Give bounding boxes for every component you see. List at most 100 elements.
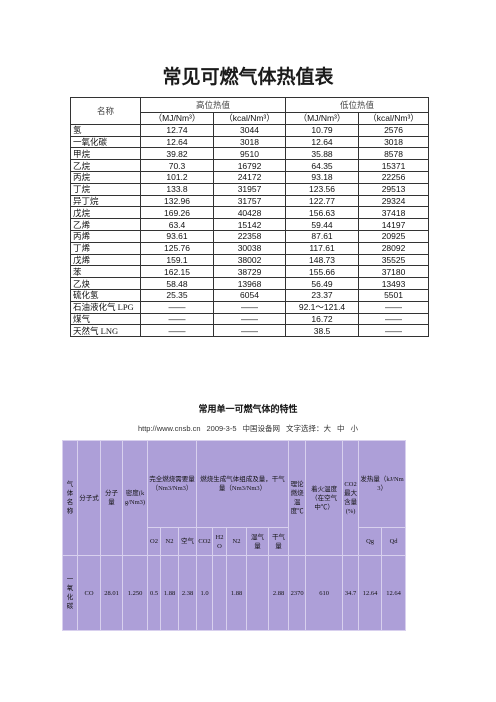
value-cell: 156.63 [285,206,360,220]
data-row: 氢 12.74 3044 10.79 2576 [70,123,430,137]
gas-property-table: 气体名称 分子式 分子量 密度(kg/Nm3) 完全燃烧需要量（Nm3/Nm3） 燃烧生成… [62,440,407,631]
value-cell: 133.8 [140,182,214,196]
subheader-cell: N2 [226,527,248,556]
font-size-option[interactable]: 中 [337,424,345,433]
value-cell: 117.61 [285,241,360,255]
value-cell: 9510 [212,147,287,161]
value-cell: —— [212,324,287,338]
name-cell: 苯 [70,265,141,279]
value-cell: 58.48 [140,277,214,290]
value-cell: 122.77 [285,194,360,208]
subheader-cell: H2O [212,527,228,556]
value-cell: 37418 [358,206,430,220]
name-cell: 丁烯 [70,241,141,255]
value-cell: 1.88 [226,555,248,631]
value-cell: 1.0 [196,555,214,631]
value-cell: 38729 [212,265,287,279]
value-cell [246,555,270,631]
value-cell: 6054 [212,288,287,302]
value-cell: 93.18 [285,170,360,184]
name-cell: 氢 [70,123,141,137]
meta-item: 2009-3-5 [206,424,237,433]
value-cell: 12.64 [285,135,360,149]
meta-item: 文字选择：大 [286,424,332,433]
value-cell: 24172 [212,170,287,184]
header-cell: 分子式 [77,440,101,556]
name-cell: 一氧化碳 [70,135,141,149]
value-cell: 169.26 [140,206,214,220]
value-cell: 3018 [358,135,430,149]
header-cell: 名称 [70,97,141,125]
value-cell: 16.72 [285,312,360,326]
value-cell: 8578 [358,147,430,161]
value-cell: 38002 [212,253,287,267]
name-cell: 石油液化气 LPG [70,300,141,314]
value-cell: 132.96 [140,194,214,208]
value-cell: 125.76 [140,241,214,255]
data-row: 丙烯 93.61 22358 87.61 20925 [70,229,430,243]
name-cell: 煤气 [70,312,141,326]
value-cell: 12.74 [140,123,214,137]
header-cell: 分子量 [100,440,123,556]
data-row: 乙烯 63.4 15142 59.44 14197 [70,218,430,231]
value-cell: 64.35 [285,159,360,172]
meta-item: 中国设备网 [242,424,281,433]
document-title: 常见可燃气体热值表 [162,66,334,88]
header-cell: 低位热值 [285,97,430,113]
subheader-cell: 湿气量 [246,527,270,556]
value-cell: 40428 [212,206,287,220]
data-row: 异丁烷 132.96 31757 122.77 29324 [70,194,430,208]
value-cell: 123.56 [285,182,360,196]
name-cell: 丙烷 [70,170,141,184]
name-cell: 天然气 LNG [70,324,141,338]
name-cell: 丙烯 [70,229,141,243]
value-cell: 34.7 [342,555,360,631]
value-cell: 22256 [358,170,430,184]
value-cell [212,555,228,631]
subheader-cell: 空气 [177,527,198,556]
data-row: 一氧化碳 12.64 3018 12.64 3018 [70,135,430,149]
data-row: 煤气 —— —— 16.72 —— [70,312,430,326]
value-cell: 12.64 [358,555,383,631]
data-row: 乙炔 58.48 13968 56.49 13493 [70,277,430,290]
data-row: 丙烷 101.2 24172 93.18 22256 [70,170,430,184]
unit-cell: （kcal/Nm³） [212,112,287,125]
value-cell: 22358 [212,229,287,243]
value-cell: 38.5 [285,324,360,338]
value-cell: 30038 [212,241,287,255]
unit-cell: （MJ/Nm³） [285,112,360,125]
value-cell: 63.4 [140,218,214,231]
value-cell: 28.01 [100,555,123,631]
name-cell: 戊烯 [70,253,141,267]
header-cell: 发热量（kJ/Nm3） [358,440,407,528]
name-cell: 甲烷 [70,147,141,161]
value-cell: 1.88 [160,555,179,631]
value-cell: 14197 [358,218,430,231]
font-size-option[interactable]: 小 [350,424,359,433]
value-cell: 93.61 [140,229,214,243]
subheader-cell: Qg [358,527,383,556]
value-cell: 12.64 [381,555,407,631]
name-cell: 乙烷 [70,159,141,172]
value-cell: 10.79 [285,123,360,137]
header-cell: 气体名称 [62,440,78,556]
value-cell: 29513 [358,182,430,196]
unit-cell: （MJ/Nm³） [140,112,214,125]
value-cell: 25.35 [140,288,214,302]
value-cell: —— [212,312,287,326]
value-cell: 13493 [358,277,430,290]
value-cell: 3044 [212,123,287,137]
header-cell: 燃烧生成气体组成及量，干气量（Nm3/Nm3） [196,440,290,528]
value-cell: 13968 [212,277,287,290]
name-cell: 硫化氢 [70,288,141,302]
value-cell: —— [140,300,214,314]
value-cell: 162.15 [140,265,214,279]
value-cell: 155.66 [285,265,360,279]
value-cell: CO [77,555,101,631]
value-cell: —— [140,324,214,338]
name-cell: 丁烷 [70,182,141,196]
meta-item[interactable]: http://www.cnsb.cn [137,424,201,433]
gas-name-cell: 一氧化碳 [62,555,78,631]
value-cell: 31957 [212,182,287,196]
